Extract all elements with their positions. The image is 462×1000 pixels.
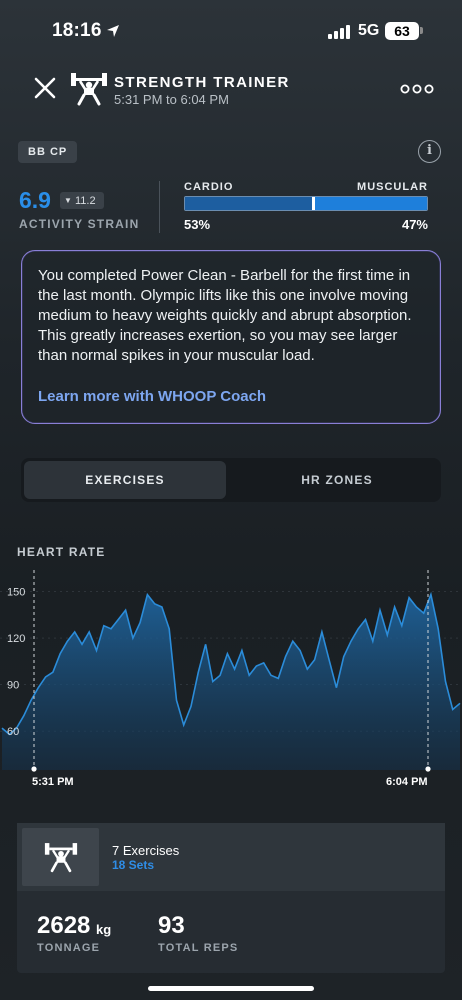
location-arrow-icon: [107, 25, 119, 37]
activity-strain-value: 6.9: [19, 187, 51, 213]
signal-bars-icon: [328, 25, 350, 39]
more-options-icon[interactable]: [400, 84, 434, 94]
end-marker-dot: [425, 766, 431, 772]
strain-delta-badge: ▼ 11.2: [60, 192, 104, 209]
heart-rate-area: [2, 594, 460, 770]
y-tick-label: 60: [7, 726, 19, 738]
tab-hr-zones[interactable]: HR ZONES: [301, 473, 373, 487]
info-icon[interactable]: i: [418, 140, 441, 163]
sets-count: 18 Sets: [112, 858, 155, 872]
exercise-count: 7 Exercises: [112, 843, 180, 858]
muscular-portion: [313, 197, 427, 210]
heart-rate-title: HEART RATE: [17, 545, 106, 559]
chart-end-time: 6:04 PM: [386, 776, 428, 788]
vertical-divider: [159, 181, 160, 233]
whoop-coach-link[interactable]: Learn more with WHOOP Coach: [38, 388, 267, 405]
activity-strain-label: ACTIVITY STRAIN: [19, 217, 140, 231]
battery-nub: [420, 27, 423, 34]
activity-tag-chip[interactable]: BB CP: [18, 141, 78, 163]
chart-start-time: 5:31 PM: [32, 776, 74, 788]
total-reps-label: TOTAL REPS: [158, 942, 239, 954]
home-indicator[interactable]: [148, 986, 314, 991]
close-icon[interactable]: [33, 76, 57, 100]
y-tick-label: 120: [7, 633, 25, 645]
network-type: 5G: [358, 22, 380, 39]
tonnage-value: 2628: [37, 912, 91, 939]
heart-rate-chart: 150 120 90 60: [0, 570, 462, 772]
activity-title: STRENGTH TRAINER: [114, 74, 290, 91]
cardio-muscular-split-bar: [184, 196, 428, 211]
cardio-portion: [185, 197, 314, 210]
tonnage-label: TONNAGE: [37, 942, 101, 954]
coach-insight-text: You completed Power Clean - Barbell for …: [38, 267, 412, 364]
cardio-label: CARDIO: [184, 181, 234, 193]
coach-insight-card: [21, 250, 441, 424]
total-reps-value: 93: [158, 912, 185, 939]
heart-rate-line: [1, 591, 461, 736]
cardio-percent: 53%: [184, 217, 211, 232]
split-marker: [311, 197, 315, 210]
y-tick-label: 90: [7, 680, 19, 692]
muscular-label: MUSCULAR: [357, 181, 428, 193]
activity-time-range: 5:31 PM to 6:04 PM: [114, 92, 229, 107]
start-marker-dot: [31, 766, 37, 772]
status-time: 18:16: [52, 20, 102, 41]
y-tick-label: 150: [7, 587, 25, 599]
caret-down-icon: ▼: [64, 196, 72, 205]
weightlifting-icon: [44, 843, 78, 873]
battery-icon: 63: [385, 22, 419, 40]
muscular-percent: 47%: [401, 217, 428, 232]
tab-exercises[interactable]: EXERCISES: [24, 461, 226, 499]
strain-delta-value: 11.2: [74, 195, 96, 207]
tonnage-unit: kg: [96, 922, 112, 937]
weightlifting-icon: [71, 73, 107, 106]
